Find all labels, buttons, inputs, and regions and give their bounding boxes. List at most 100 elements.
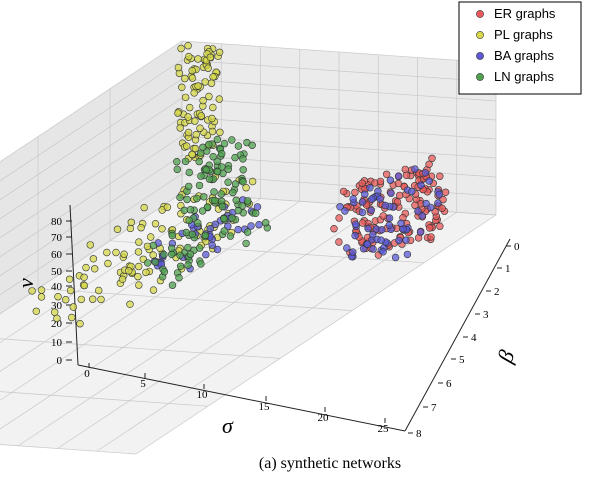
nu-axis-line [69,204,79,366]
data-point [414,207,422,215]
data-point [381,201,389,210]
beta-tick-label: 2 [494,286,500,298]
data-point [396,191,404,200]
nu-tick-label: 70 [51,232,63,244]
data-point [50,308,59,316]
data-point [194,55,202,63]
data-point [248,141,256,150]
data-point [209,103,217,112]
nu-tick-label: 60 [51,249,63,261]
side-gridline-nu [0,192,183,315]
data-point [140,203,148,212]
data-point [67,313,76,322]
data-point [351,220,360,228]
data-point [184,41,192,50]
data-point [134,272,142,281]
data-point [209,73,217,81]
data-point [176,262,185,270]
data-point [228,214,236,222]
data-point [185,182,193,191]
beta-tick-label: 0 [514,241,520,253]
floor-gridline-beta [0,203,340,430]
data-point [185,168,194,177]
data-point [176,251,184,260]
data-point [208,127,217,136]
legend-label: PL graphs [494,27,553,42]
data-point [363,240,372,248]
data-point [174,109,182,117]
nu-tick-label: 50 [51,266,63,278]
data-point [158,225,166,233]
data-point [205,175,214,183]
data-point [186,206,195,214]
data-point [403,250,412,259]
data-point [253,203,262,211]
data-point [32,307,40,315]
data-point [144,259,152,267]
side-gridline-nu [0,59,183,182]
data-point [422,199,430,208]
figure-caption: (a) synthetic networks [259,455,401,472]
data-point [195,181,204,190]
data-point [183,195,191,204]
data-point [173,165,182,174]
data-point [376,177,385,186]
data-point [184,261,192,269]
data-point [195,244,204,252]
beta-axis-label: β [492,347,520,367]
data-point [401,165,409,174]
data-point [358,198,367,206]
data-point [366,184,374,192]
floor-gridline-beta [135,214,497,455]
data-point [231,153,239,162]
data-point [168,231,177,240]
data-point [103,248,111,257]
data-point [397,219,405,228]
data-point [177,44,185,53]
data-point [220,215,228,223]
data-point [216,128,224,137]
data-point [201,231,210,240]
data-point [180,206,189,215]
data-point [184,113,192,121]
data-point [335,238,343,246]
data-point [364,224,372,233]
data-point [94,286,103,295]
data-point [351,188,359,197]
sigma-tick-label: 0 [84,368,90,380]
data-point [126,224,135,233]
data-point [425,177,433,185]
data-point [112,248,120,257]
data-point [421,169,430,177]
data-point [65,275,74,283]
data-point [195,157,203,166]
legend-marker [476,52,484,60]
floor-gridline-beta [96,211,457,452]
data-point [125,267,133,275]
data-point [426,224,434,232]
data-point [186,103,194,112]
legend-marker [476,10,484,18]
data-point [205,92,213,101]
data-point [80,281,89,290]
data-point [395,236,403,245]
data-point [436,172,444,180]
data-point [231,180,240,188]
data-point [226,232,235,240]
data-point [228,136,236,144]
data-point [358,179,366,187]
axes-grid [0,40,497,455]
data-point [69,303,78,311]
data-point [192,130,201,139]
data-point [387,189,395,197]
floor-gridline-beta [0,195,222,344]
data-point [213,135,222,144]
beta-axis-line [404,238,511,432]
data-point [168,244,176,253]
data-point [186,250,195,258]
data-point [88,295,97,303]
data-point [217,190,226,198]
side-gridline-nu [0,154,183,277]
sigma-tick-label: 15 [259,401,271,413]
data-point [118,275,127,283]
